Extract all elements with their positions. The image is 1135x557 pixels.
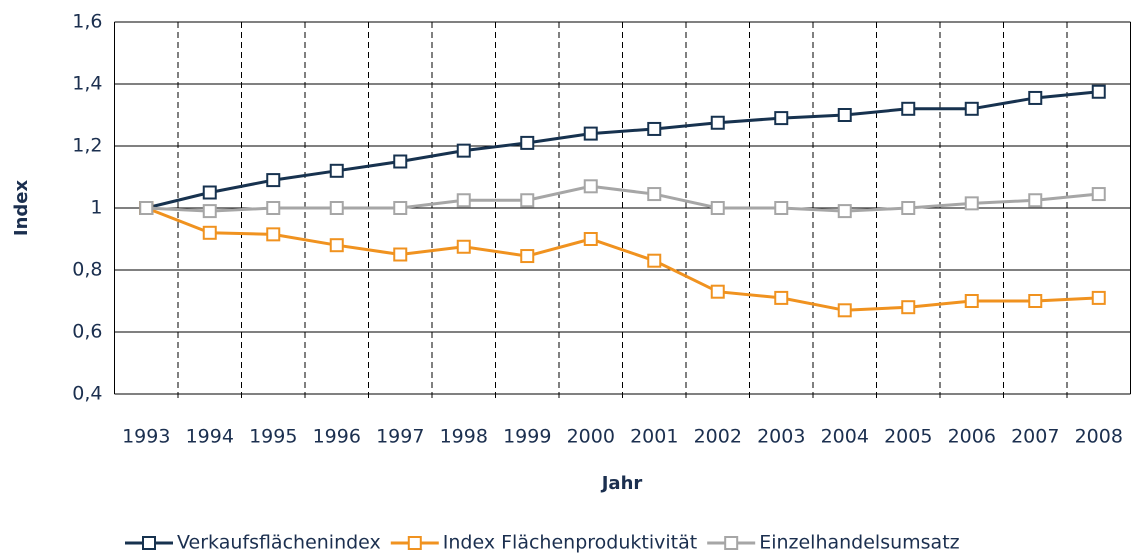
x-tick-label: 2003	[757, 426, 805, 448]
point	[774, 290, 789, 305]
point	[964, 101, 979, 116]
series-line	[145, 206, 1099, 312]
point	[901, 101, 916, 116]
point	[266, 173, 281, 188]
x-tick-label: 2002	[694, 426, 742, 448]
point	[710, 115, 725, 130]
x-tick-label: 1993	[122, 426, 170, 448]
point	[393, 247, 408, 262]
legend-marker	[407, 536, 422, 550]
series-line	[146, 184, 1099, 213]
point	[520, 249, 535, 264]
x-tick-label: 1998	[440, 426, 488, 448]
point	[393, 154, 408, 169]
point	[1091, 290, 1106, 305]
y-tick-label: 0,4	[72, 383, 102, 405]
x-tick-label: 2004	[821, 426, 869, 448]
x-axis-title: Jahr	[600, 473, 643, 494]
series-line	[145, 90, 1099, 210]
x-tick-label: 2006	[948, 426, 996, 448]
point	[964, 196, 979, 211]
point	[647, 121, 662, 136]
point	[1028, 294, 1043, 308]
point	[266, 201, 281, 215]
legend-label: Index Flächenproduktivität	[443, 532, 697, 554]
x-tick-label: 1999	[503, 426, 551, 448]
point	[329, 201, 344, 215]
point	[202, 185, 217, 200]
point	[329, 238, 344, 253]
point	[647, 187, 662, 202]
x-tick-label: 2000	[567, 426, 615, 448]
point	[456, 239, 471, 254]
y-tick-label: 1,6	[72, 11, 102, 33]
point	[710, 201, 725, 215]
y-tick-label: 0,6	[72, 321, 102, 343]
legend-marker	[724, 536, 739, 550]
point	[1028, 90, 1043, 105]
point	[520, 135, 535, 150]
legend-label: Einzelhandelsumsatz	[759, 532, 959, 554]
point	[837, 108, 852, 122]
point	[901, 201, 916, 215]
point	[202, 204, 217, 219]
point	[329, 163, 344, 178]
point	[964, 294, 979, 308]
point	[583, 126, 598, 141]
x-tick-label: 1995	[249, 426, 297, 448]
point	[837, 204, 852, 219]
y-tick-label: 0,8	[72, 259, 102, 281]
point	[1091, 84, 1106, 99]
y-tick-label: 1,4	[72, 73, 102, 95]
x-tick-label: 1994	[186, 426, 234, 448]
point	[393, 201, 408, 215]
point	[710, 284, 725, 299]
y-tick-label: 1	[90, 197, 102, 219]
point	[456, 193, 471, 208]
x-tick-label: 2001	[630, 426, 678, 448]
point	[901, 300, 916, 315]
x-tick-label: 1997	[376, 426, 424, 448]
point	[139, 201, 154, 215]
point	[1028, 193, 1043, 208]
point	[456, 143, 471, 158]
point	[266, 227, 281, 242]
point	[1091, 187, 1106, 202]
point	[583, 232, 598, 246]
legend-marker	[142, 536, 156, 550]
y-tick-label: 1,2	[72, 135, 102, 157]
point	[202, 225, 217, 240]
x-tick-label: 2008	[1075, 426, 1123, 448]
x-tick-label: 1996	[313, 426, 361, 448]
point	[774, 111, 789, 126]
x-tick-label: 2007	[1011, 426, 1059, 448]
point	[583, 179, 598, 194]
point	[837, 303, 852, 318]
point	[647, 253, 662, 268]
x-tick-label: 2005	[884, 426, 932, 448]
point	[774, 201, 789, 215]
legend-label: Verkaufsflächenindex	[177, 532, 381, 554]
point	[520, 193, 535, 208]
y-axis-title: Index	[11, 180, 32, 237]
